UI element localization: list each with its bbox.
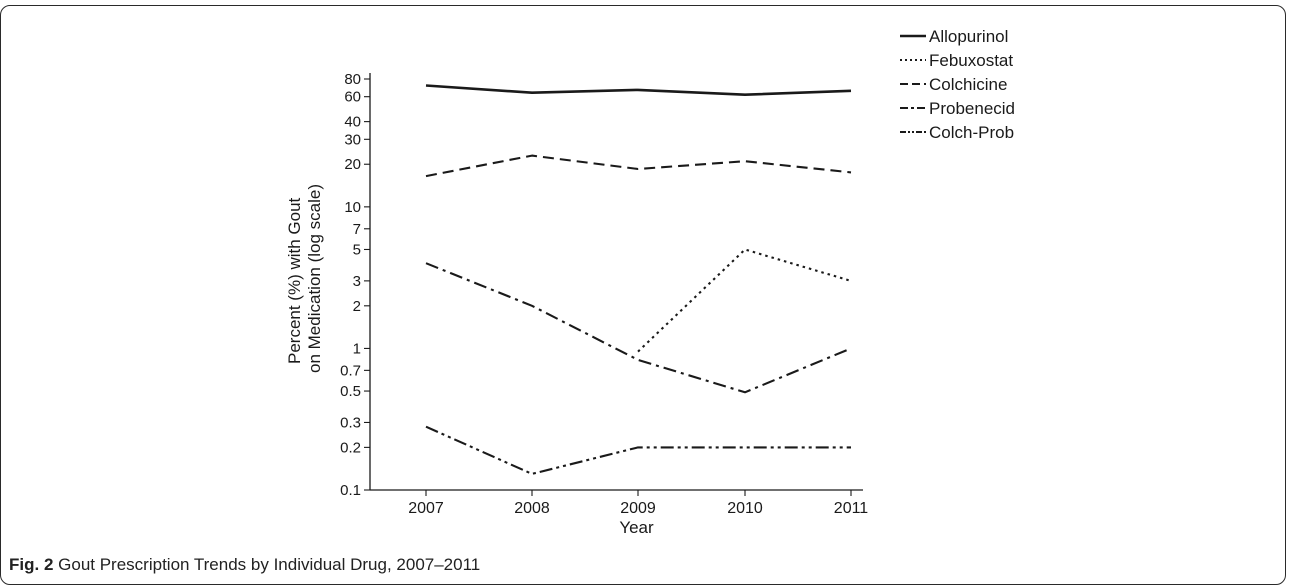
- series-line-colch-prob: [425, 425, 851, 475]
- y-axis-label-line-2: on Medication (log scale): [305, 184, 324, 373]
- figure-caption-text: Gout Prescription Trends by Individual D…: [58, 555, 481, 574]
- x-tick-label: 2010: [727, 500, 763, 517]
- legend-label: Colch-Prob: [929, 123, 1014, 142]
- y-axis-label: Percent (%) with Gout on Medication (log…: [285, 184, 324, 373]
- y-tick-label: 1: [353, 340, 361, 357]
- y-tick-label: 0.2: [340, 439, 361, 456]
- y-tick-label: 3: [353, 273, 361, 290]
- y-tick-label: 0.1: [340, 482, 361, 499]
- legend-label: Febuxostat: [929, 51, 1013, 70]
- y-tick-label: 80: [344, 71, 361, 88]
- x-tick-label: 2008: [514, 500, 550, 517]
- y-tick-label: 0.5: [340, 383, 361, 400]
- y-tick-label: 5: [353, 241, 361, 258]
- y-tick-label: 7: [353, 221, 361, 238]
- y-axis-label-line-1: Percent (%) with Gout: [285, 197, 304, 364]
- legend-label: Probenecid: [929, 99, 1015, 118]
- y-tick-label: 60: [344, 89, 361, 106]
- figure-caption-label: Fig. 2: [9, 555, 54, 574]
- series-line-probenecid: [425, 262, 852, 394]
- chart-legend: Allopurinol Febuxostat Colchicine Probeneci…: [900, 27, 1015, 142]
- y-tick-label: 30: [344, 131, 361, 148]
- legend-label: Allopurinol: [929, 27, 1008, 46]
- y-tick-label: 2: [353, 298, 361, 315]
- series-line-febuxostat: [637, 248, 852, 353]
- y-tick-label: 0.7: [340, 362, 361, 379]
- x-tick-label: 2007: [408, 500, 444, 517]
- y-tick-label: 0.3: [340, 414, 361, 431]
- chart-axes: [369, 73, 863, 491]
- y-tick-label: 20: [344, 156, 361, 173]
- x-tick-label: 2011: [834, 500, 869, 517]
- series-line-colchicine: [425, 154, 852, 178]
- x-axis-label: Year: [619, 518, 654, 537]
- legend-label: Colchicine: [929, 75, 1007, 94]
- figure-frame: [0, 5, 1286, 585]
- x-tick-label: 2009: [620, 500, 656, 517]
- y-tick-label: 40: [344, 114, 361, 131]
- chart-series-lines: [425, 84, 852, 475]
- figure-caption: Fig. 2 Gout Prescription Trends by Indiv…: [9, 555, 480, 575]
- y-tick-label: 10: [344, 199, 361, 216]
- series-line-allopurinol: [425, 84, 852, 96]
